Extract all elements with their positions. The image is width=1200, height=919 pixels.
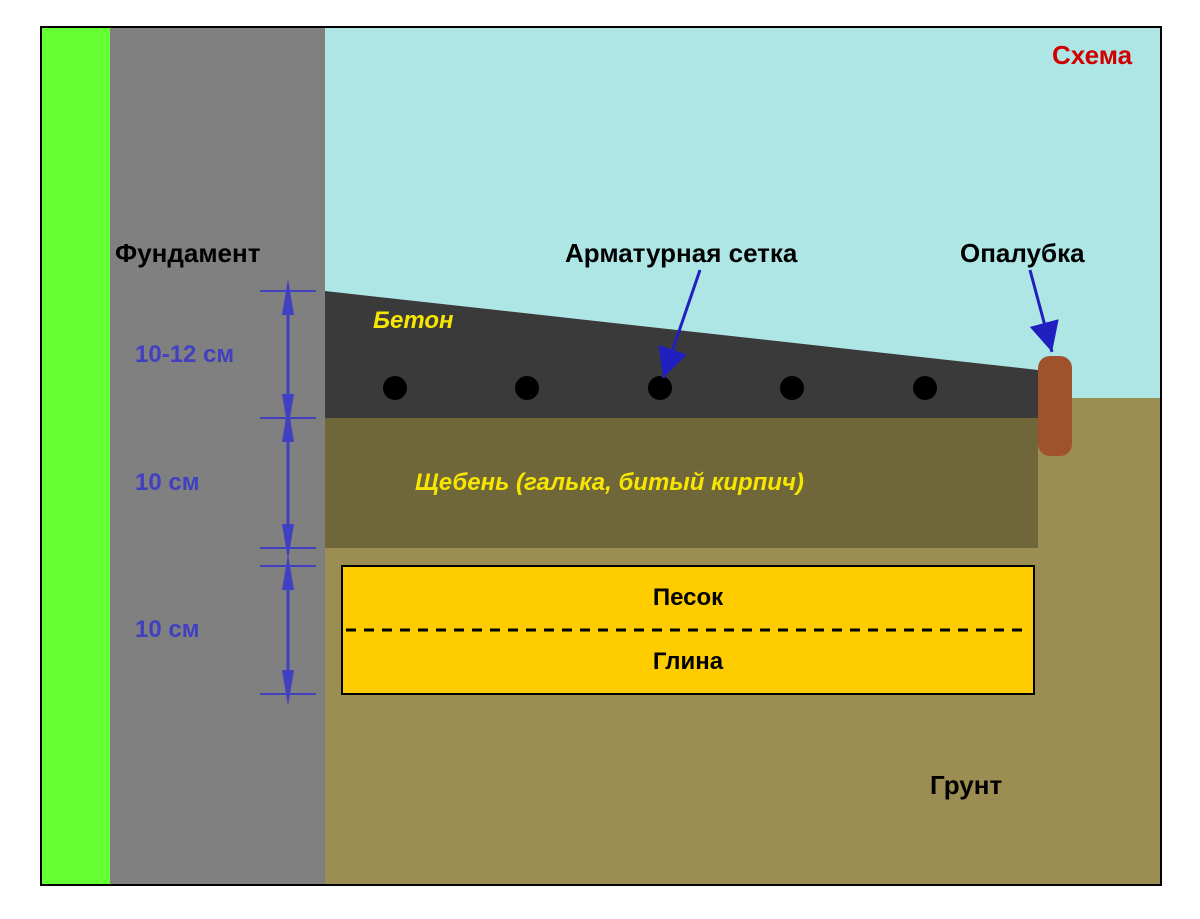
formwork-label: Опалубка — [960, 238, 1085, 269]
foundation-label: Фундамент — [115, 238, 260, 269]
diagram-canvas: 10-12 см 10 см 10 см Схема Фундамент Арматурн… — [0, 0, 1200, 919]
sand-label: Песок — [653, 584, 723, 612]
dimension-label-0: 10-12 см — [135, 341, 234, 369]
ground-label: Грунт — [930, 770, 1002, 801]
rebar-label: Арматурная сетка — [565, 238, 797, 269]
concrete-label: Бетон — [373, 307, 454, 335]
title-label: Схема — [1052, 40, 1132, 71]
dimension-label-2: 10 см — [135, 616, 199, 644]
clay-label: Глина — [653, 648, 723, 676]
frame — [40, 26, 1162, 886]
dimension-label-1: 10 см — [135, 469, 199, 497]
gravel-label: Щебень (галька, битый кирпич) — [415, 469, 804, 497]
